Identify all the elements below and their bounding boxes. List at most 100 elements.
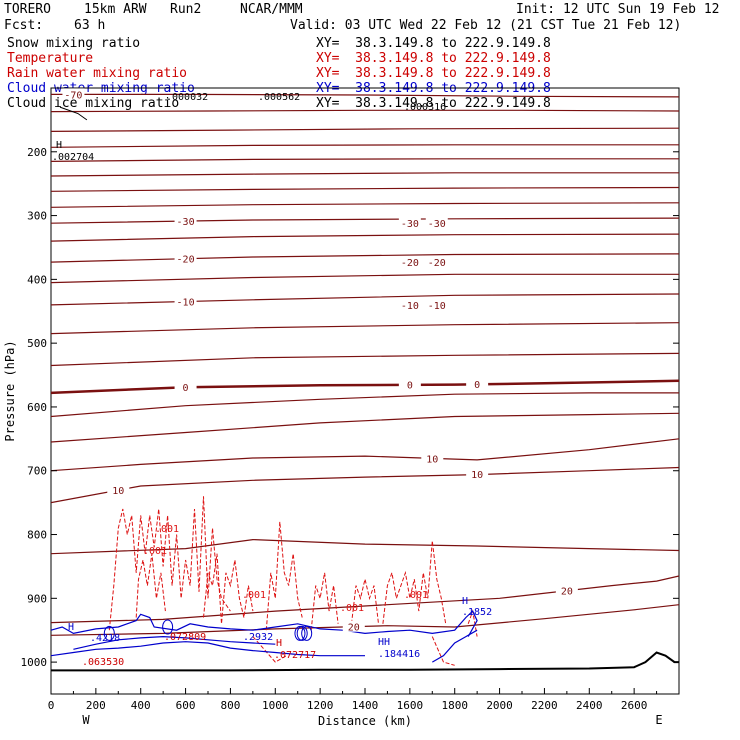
- x-tick-label: 1400: [352, 699, 379, 712]
- isotherm-label-bg: [425, 256, 448, 268]
- model-name: TORERO: [4, 2, 51, 17]
- isotherm-label-bg: [421, 452, 444, 464]
- isotherm: [50, 438, 680, 472]
- isotherm-label-bg: [174, 252, 197, 264]
- isotherm-label: -70: [64, 90, 82, 101]
- field-rain-name: Rain water mixing ratio: [7, 66, 188, 81]
- model-resolution: 15km ARW: [84, 2, 147, 17]
- cloud-water-ring: [103, 625, 115, 641]
- isotherm-label-bg: [174, 295, 197, 307]
- isotherm-label: -20: [428, 258, 446, 269]
- isotherm: [50, 538, 680, 555]
- org-name: NCAR/MMM: [240, 2, 303, 17]
- field-snow-xy: XY= 38.3.149.8 to 222.9.149.8: [316, 36, 551, 51]
- isotherm-label: -30: [401, 219, 419, 230]
- isotherm-label-bg: [62, 88, 85, 100]
- isotherm-label-bg: [398, 378, 421, 390]
- x-tick-label: 0: [48, 699, 55, 712]
- extremum-mark: HH: [378, 637, 390, 648]
- cloud-water-ring: [301, 625, 313, 641]
- isotherm-label-bg: [398, 217, 421, 229]
- valid-time: Valid: 03 UTC Wed 22 Feb 12 (21 CST Tue …: [290, 18, 682, 33]
- y-tick-label: 500: [27, 337, 47, 350]
- west-label: W: [82, 713, 90, 727]
- y-tick-label: 200: [27, 146, 47, 159]
- rain-label: .001: [242, 590, 266, 601]
- y-tick-label: 800: [27, 529, 47, 542]
- x-tick-label: 1000: [262, 699, 289, 712]
- x-tick-label: 1600: [397, 699, 424, 712]
- field-cloud-ice-xy: XY= 38.3.149.8 to 222.9.149.8: [316, 96, 551, 111]
- y-tick-label: 300: [27, 210, 47, 223]
- terrain-line: [51, 651, 679, 672]
- x-tick-label: 2400: [576, 699, 603, 712]
- rain-label: .001: [340, 603, 364, 614]
- isotherm-label: 10: [112, 486, 124, 497]
- isotherm-label: -10: [401, 301, 419, 312]
- init-time: Init: 12 UTC Sun 19 Feb 12: [516, 2, 720, 17]
- isotherm: [50, 466, 680, 504]
- run-name: Run2: [170, 2, 202, 17]
- isotherm-label-bg: [398, 298, 421, 310]
- cloud-label: .2932: [243, 632, 273, 643]
- plot-frame: [50, 87, 680, 695]
- forecast-label: Fcst:: [4, 18, 44, 33]
- ice-label: .000032: [166, 92, 208, 103]
- isotherm: [50, 127, 680, 132]
- rain-label: .001: [404, 590, 428, 601]
- cloud-label: .063530: [82, 657, 124, 668]
- y-tick-label: 600: [27, 401, 47, 414]
- isotherm: [50, 109, 680, 113]
- cloud-label: .072809: [164, 632, 206, 643]
- isotherm: [50, 186, 680, 192]
- extremum-mark: H: [68, 622, 74, 633]
- isotherm: [50, 322, 680, 335]
- isotherm: [50, 253, 680, 263]
- rain-contour: [310, 572, 339, 631]
- isotherm: [50, 379, 680, 395]
- isotherm: [50, 172, 679, 177]
- cloud-label: .184416: [378, 649, 420, 660]
- isotherm-label: -30: [428, 219, 446, 230]
- isotherm-label: 10: [426, 454, 438, 465]
- east-label: E: [655, 713, 662, 727]
- field-temperature-xy: XY= 38.3.149.8 to 222.9.149.8: [316, 51, 551, 66]
- x-tick-label: 400: [131, 699, 151, 712]
- rain-label: .001: [143, 546, 167, 557]
- isotherm-label: -10: [428, 301, 446, 312]
- isotherm-label: 10: [471, 470, 483, 481]
- cloud-label: .1852: [462, 607, 492, 618]
- isotherm: [50, 412, 680, 443]
- x-tick-label: 800: [220, 699, 240, 712]
- isotherm: [50, 217, 680, 224]
- isotherm-label-bg: [398, 256, 421, 268]
- isotherm-label: -20: [401, 258, 419, 269]
- isotherm: [50, 293, 680, 306]
- isotherm-label-bg: [466, 377, 489, 389]
- isotherm-label-bg: [425, 217, 448, 229]
- cloud-water-ring: [296, 625, 308, 641]
- field-temperature-name: Temperature: [7, 51, 94, 66]
- extremum-mark: H: [56, 140, 62, 151]
- isotherm: [50, 144, 679, 148]
- rain-label: .001: [155, 524, 179, 535]
- field-cloud-ice-name: Cloud ice mixing ratio: [7, 96, 180, 111]
- ice-label: .000316: [404, 102, 446, 113]
- forecast-hours: 63 h: [74, 18, 106, 33]
- field-rain-xy: XY= 38.3.149.8 to 222.9.149.8: [316, 66, 551, 81]
- isotherm-label: 20: [561, 587, 573, 598]
- ice-label: .002704: [52, 152, 94, 163]
- isotherm-label-bg: [342, 620, 365, 632]
- rain-contour: [203, 553, 254, 624]
- isotherm: [50, 604, 680, 636]
- isotherm-label: 20: [348, 623, 360, 634]
- y-tick-label: 400: [27, 273, 47, 286]
- rain-contour: [351, 579, 379, 624]
- isotherm-label: -10: [177, 297, 195, 308]
- x-tick-label: 2200: [531, 699, 558, 712]
- snow-contour: [59, 106, 88, 121]
- x-tick-label: 1800: [441, 699, 468, 712]
- cloud-label: .072717: [274, 650, 316, 661]
- cloud-water-contour: [73, 635, 276, 650]
